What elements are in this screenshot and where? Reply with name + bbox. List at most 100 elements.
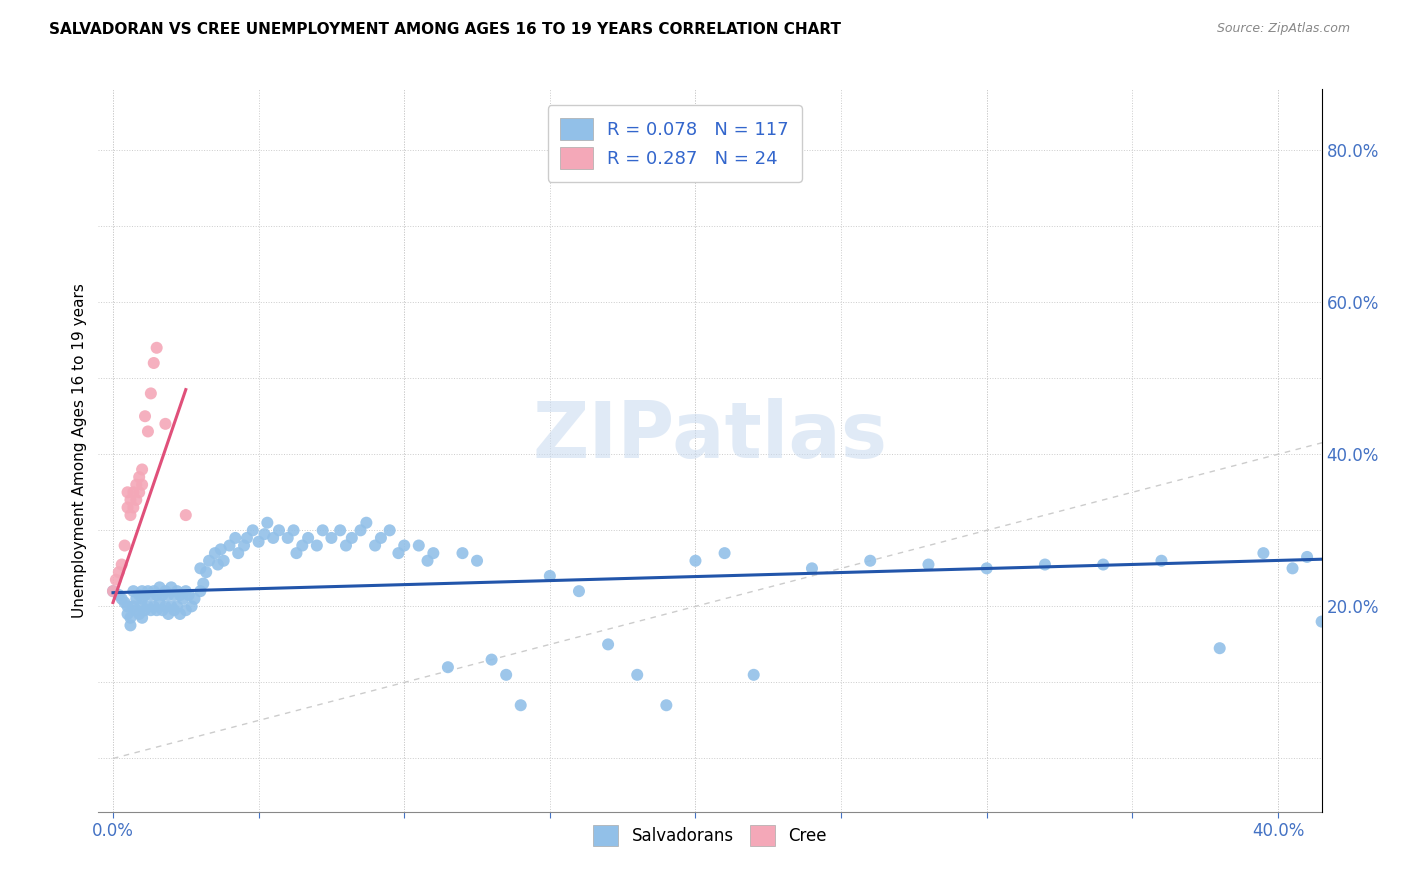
Point [370, 531, 392, 545]
Point [917, 558, 939, 572]
Point [139, 603, 162, 617]
Point [163, 588, 186, 602]
Point [408, 539, 430, 553]
Point [174, 584, 197, 599]
Point [180, 599, 202, 614]
Point [155, 584, 177, 599]
Point [108, 565, 131, 579]
Point [111, 591, 134, 606]
Point [125, 591, 148, 606]
Point [321, 531, 343, 545]
Point [131, 477, 153, 491]
Point [117, 485, 139, 500]
Point [451, 546, 474, 560]
Point [198, 554, 221, 568]
Point [387, 546, 409, 560]
Point [242, 524, 264, 538]
Point [1296, 549, 1319, 564]
Point [131, 462, 153, 476]
Point [149, 580, 172, 594]
Point [169, 607, 191, 621]
Point [131, 611, 153, 625]
Point [364, 539, 387, 553]
Point [742, 668, 765, 682]
Point [128, 485, 150, 500]
Point [108, 588, 131, 602]
Point [495, 668, 517, 682]
Text: SALVADORAN VS CREE UNEMPLOYMENT AMONG AGES 16 TO 19 YEARS CORRELATION CHART: SALVADORAN VS CREE UNEMPLOYMENT AMONG AG… [49, 22, 841, 37]
Point [139, 588, 162, 602]
Point [120, 618, 142, 632]
Point [163, 603, 186, 617]
Point [598, 637, 620, 651]
Point [685, 554, 707, 568]
Point [212, 554, 235, 568]
Point [233, 539, 256, 553]
Point [117, 500, 139, 515]
Point [117, 607, 139, 621]
Point [111, 558, 134, 572]
Point [297, 531, 319, 545]
Point [859, 554, 882, 568]
Point [139, 386, 162, 401]
Point [329, 524, 352, 538]
Point [125, 603, 148, 617]
Point [174, 508, 197, 522]
Point [1310, 615, 1333, 629]
Point [256, 516, 278, 530]
Point [285, 546, 308, 560]
Point [340, 531, 363, 545]
Point [655, 698, 678, 713]
Point [134, 409, 156, 424]
Point [125, 477, 148, 491]
Text: ZIPatlas: ZIPatlas [533, 398, 887, 474]
Point [155, 417, 177, 431]
Point [188, 561, 212, 575]
Point [801, 561, 824, 575]
Point [378, 524, 401, 538]
Point [172, 591, 194, 606]
Point [104, 573, 127, 587]
Point [437, 660, 460, 674]
Point [207, 558, 229, 572]
Point [169, 588, 191, 602]
Point [247, 534, 270, 549]
Point [122, 584, 145, 599]
Point [125, 492, 148, 507]
Point [152, 603, 174, 617]
Point [465, 554, 488, 568]
Text: Source: ZipAtlas.com: Source: ZipAtlas.com [1216, 22, 1350, 36]
Point [136, 425, 159, 439]
Point [160, 580, 183, 594]
Point [155, 599, 177, 614]
Point [122, 500, 145, 515]
Point [422, 546, 444, 560]
Point [204, 546, 226, 560]
Point [481, 652, 503, 666]
Point [128, 470, 150, 484]
Point [236, 531, 259, 545]
Point [166, 584, 188, 599]
Point [149, 596, 172, 610]
Point [509, 698, 531, 713]
Point [349, 524, 371, 538]
Point [145, 603, 167, 617]
Point [136, 599, 159, 614]
Point [160, 599, 183, 614]
Point [177, 588, 200, 602]
Point [267, 524, 290, 538]
Point [283, 524, 305, 538]
Point [1281, 561, 1303, 575]
Point [134, 588, 156, 602]
Point [120, 492, 142, 507]
Point [145, 588, 167, 602]
Point [1208, 641, 1232, 656]
Point [188, 584, 212, 599]
Point [226, 546, 249, 560]
Point [1092, 558, 1115, 572]
Point [114, 596, 136, 610]
Point [122, 599, 145, 614]
Point [1150, 554, 1173, 568]
Point [134, 603, 156, 617]
Point [183, 591, 205, 606]
